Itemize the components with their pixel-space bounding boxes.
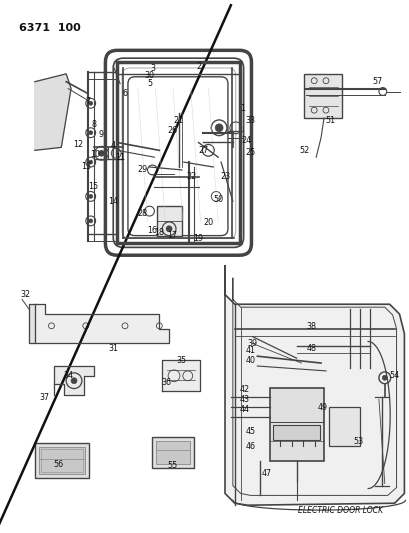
Circle shape <box>98 150 104 156</box>
Text: 27: 27 <box>198 146 208 155</box>
Circle shape <box>88 131 92 135</box>
Text: 21: 21 <box>173 116 184 125</box>
Text: 57: 57 <box>372 77 382 86</box>
Text: 9: 9 <box>99 130 104 139</box>
Bar <box>38 447 85 474</box>
Text: 50: 50 <box>213 195 222 204</box>
Text: 43: 43 <box>239 395 249 404</box>
Text: 32: 32 <box>20 290 30 299</box>
Text: 22: 22 <box>186 172 196 181</box>
Text: 10: 10 <box>90 150 100 159</box>
Polygon shape <box>35 304 169 343</box>
Text: 29: 29 <box>137 165 147 174</box>
Text: 14: 14 <box>108 197 118 206</box>
Text: 48: 48 <box>306 344 315 353</box>
Bar <box>40 449 83 472</box>
PathPatch shape <box>225 265 403 505</box>
Text: 33: 33 <box>245 116 255 125</box>
Text: 30: 30 <box>144 71 154 80</box>
Text: 52: 52 <box>299 146 309 155</box>
Text: 13: 13 <box>81 163 90 172</box>
Text: ELECTRIC DOOR LOCK: ELECTRIC DOOR LOCK <box>297 506 382 515</box>
Text: 26: 26 <box>166 126 177 135</box>
Circle shape <box>88 195 92 198</box>
Text: 25: 25 <box>245 148 255 157</box>
Text: 20: 20 <box>203 219 213 228</box>
Bar <box>303 74 341 118</box>
Text: 35: 35 <box>176 356 187 365</box>
Bar <box>35 443 88 478</box>
Text: 1: 1 <box>240 104 245 112</box>
Text: 31: 31 <box>108 344 118 353</box>
Circle shape <box>88 101 92 105</box>
Circle shape <box>71 378 77 384</box>
Circle shape <box>88 160 92 164</box>
Circle shape <box>88 219 92 223</box>
Circle shape <box>382 375 387 380</box>
Text: 15: 15 <box>88 182 99 191</box>
Text: 36: 36 <box>161 378 171 387</box>
Text: 24: 24 <box>241 136 251 145</box>
Text: 28: 28 <box>137 208 147 217</box>
Text: 4: 4 <box>110 141 115 150</box>
Text: 5: 5 <box>146 79 152 88</box>
Polygon shape <box>35 74 71 150</box>
Text: 51: 51 <box>325 116 335 125</box>
Text: 38: 38 <box>306 322 315 332</box>
Text: 8: 8 <box>91 120 96 130</box>
Circle shape <box>166 226 172 232</box>
Text: 16: 16 <box>147 226 157 235</box>
Text: 12: 12 <box>73 140 83 149</box>
Text: 3: 3 <box>150 64 155 74</box>
Text: 40: 40 <box>245 356 255 365</box>
Polygon shape <box>162 360 199 392</box>
Text: 18: 18 <box>154 228 164 237</box>
Text: 37: 37 <box>39 393 49 402</box>
Bar <box>272 425 319 440</box>
Text: 6: 6 <box>122 89 127 98</box>
Bar <box>157 206 182 236</box>
Text: 42: 42 <box>239 385 249 394</box>
Text: 17: 17 <box>166 231 177 240</box>
Text: 47: 47 <box>261 470 272 478</box>
Text: 55: 55 <box>166 462 177 471</box>
Text: 2: 2 <box>196 61 200 70</box>
Text: 53: 53 <box>353 437 362 446</box>
Text: 46: 46 <box>245 442 255 451</box>
Text: 7: 7 <box>85 97 90 106</box>
Bar <box>156 440 189 464</box>
Text: 39: 39 <box>247 339 257 348</box>
Text: 6371  100: 6371 100 <box>19 23 81 33</box>
Text: 49: 49 <box>317 402 327 411</box>
Bar <box>328 407 360 447</box>
Text: 56: 56 <box>53 459 63 469</box>
Circle shape <box>215 124 222 132</box>
Text: 41: 41 <box>245 346 255 355</box>
Bar <box>152 437 193 468</box>
Text: 11: 11 <box>115 152 125 161</box>
Bar <box>270 387 323 461</box>
Text: 34: 34 <box>63 372 73 381</box>
Text: 23: 23 <box>219 172 229 181</box>
Text: 44: 44 <box>239 405 249 414</box>
Text: 45: 45 <box>245 427 255 436</box>
Polygon shape <box>29 304 35 343</box>
Text: 19: 19 <box>193 234 203 243</box>
Text: 54: 54 <box>389 372 399 381</box>
Polygon shape <box>54 366 93 395</box>
